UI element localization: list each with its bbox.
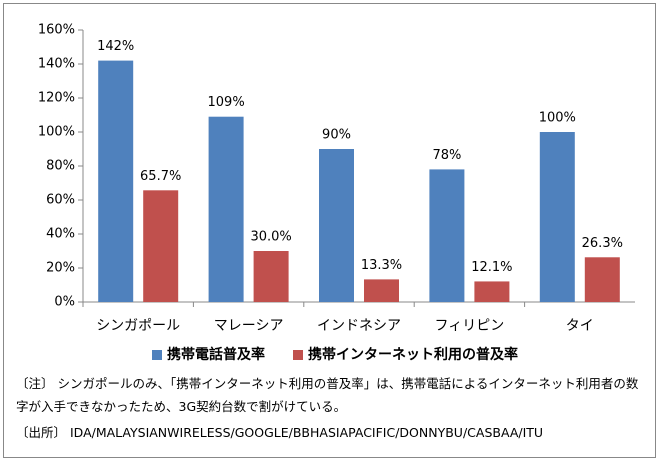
y-tick-label: 40% xyxy=(46,227,75,242)
value-label: 109% xyxy=(208,95,245,110)
legend-swatch xyxy=(293,350,303,360)
y-tick-label: 20% xyxy=(46,261,75,276)
x-tick-label: シンガポール xyxy=(96,318,180,334)
value-label: 78% xyxy=(432,148,461,163)
value-label: 65.7% xyxy=(140,169,181,184)
value-label: 90% xyxy=(322,128,351,143)
bar xyxy=(143,190,179,302)
y-tick-label: 100% xyxy=(38,125,75,140)
bar xyxy=(364,279,399,302)
x-tick-label: インドネシア xyxy=(317,318,401,334)
value-label: 100% xyxy=(539,111,576,126)
bar xyxy=(429,169,465,302)
y-tick-label: 80% xyxy=(46,159,75,174)
legend-label: 携帯インターネット利用の普及率 xyxy=(308,346,518,363)
x-tick-label: フィリピン xyxy=(435,318,505,334)
bar xyxy=(319,149,354,302)
value-label: 12.1% xyxy=(471,260,512,275)
note: 〔注〕 シンガポールのみ、「携帯インターネット利用の普及率」は、携帯電話によるイ… xyxy=(16,376,639,414)
bar xyxy=(208,116,244,302)
bar xyxy=(474,281,510,302)
y-tick-label: 0% xyxy=(54,295,75,310)
source: 〔出所〕 IDA/MALAYSIANWIRELESS/GOOGLE/BBHASI… xyxy=(16,425,544,440)
value-label: 13.3% xyxy=(361,258,402,273)
value-label: 30.0% xyxy=(250,230,291,245)
bar xyxy=(98,60,134,302)
x-tick-label: タイ xyxy=(566,318,594,334)
bar xyxy=(584,257,620,302)
y-tick-label: 120% xyxy=(38,91,75,106)
legend-label: 携帯電話普及率 xyxy=(167,346,265,363)
bar xyxy=(253,251,289,302)
y-tick-label: 140% xyxy=(38,57,75,72)
frame xyxy=(3,3,656,458)
x-tick-label: マレーシア xyxy=(214,318,284,334)
value-label: 26.3% xyxy=(582,236,623,251)
legend-swatch xyxy=(152,350,162,360)
y-tick-label: 60% xyxy=(46,193,75,208)
value-label: 142% xyxy=(97,39,134,54)
bar xyxy=(539,132,575,302)
y-tick-label: 160% xyxy=(38,23,75,38)
